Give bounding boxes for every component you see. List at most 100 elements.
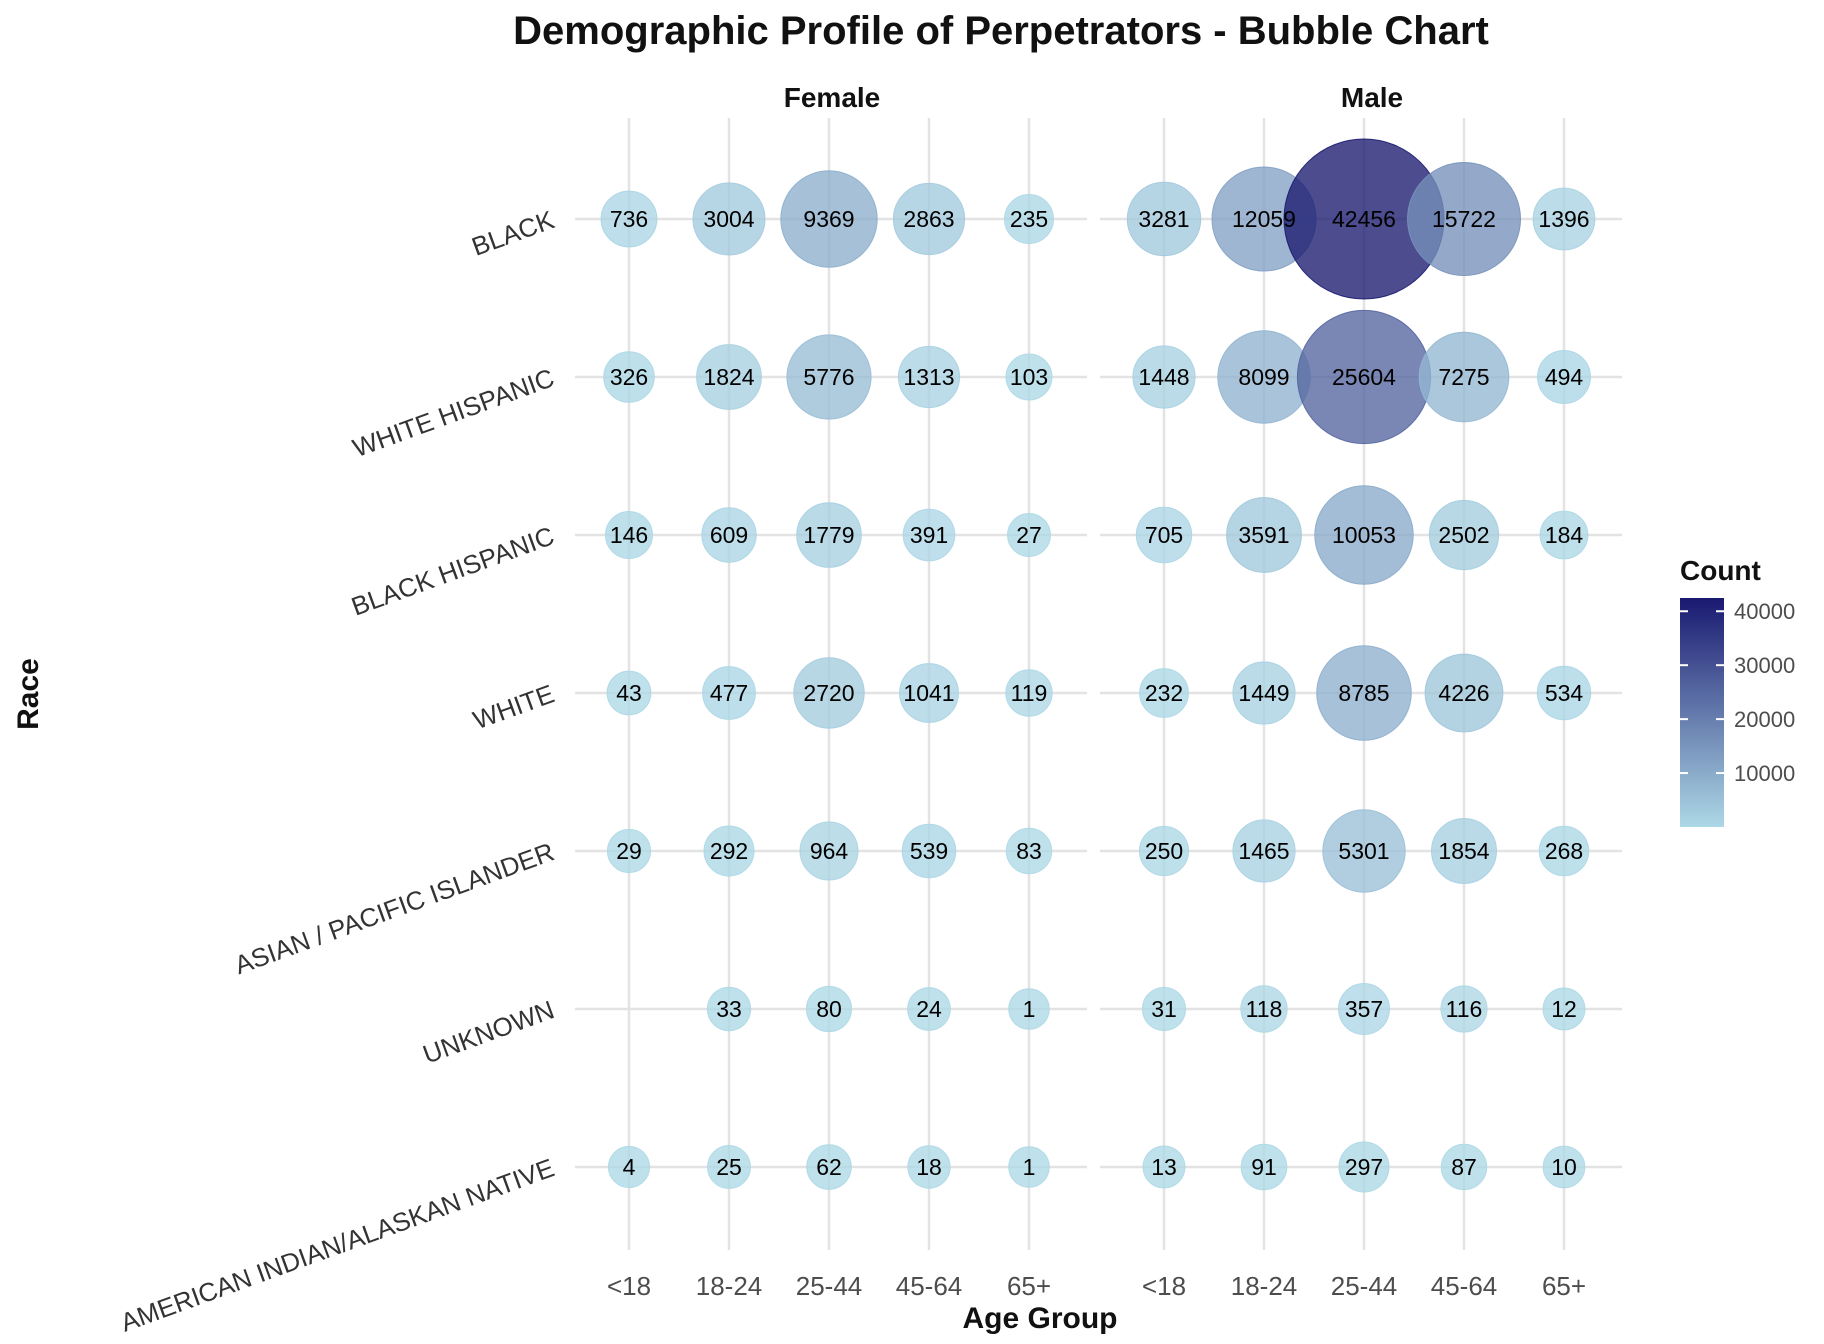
bubble-value-label: 25 bbox=[716, 1154, 742, 1180]
bubble-value-label: 3591 bbox=[1238, 522, 1289, 548]
bubble-value-label: 494 bbox=[1545, 364, 1584, 390]
bubble-value-label: 9369 bbox=[803, 206, 854, 232]
bubble-male bbox=[1226, 497, 1302, 573]
bubble-female bbox=[796, 502, 862, 568]
legend-tick-label: 30000 bbox=[1734, 653, 1795, 678]
bubble-value-label: 609 bbox=[710, 522, 748, 548]
bubble-value-label: 8099 bbox=[1238, 364, 1289, 390]
y-tick-label: BLACK bbox=[468, 204, 559, 262]
bubble-value-label: 4226 bbox=[1438, 680, 1489, 706]
bubble-value-label: 116 bbox=[1446, 996, 1483, 1022]
bubble-male bbox=[1240, 1143, 1288, 1191]
bubble-male bbox=[1428, 499, 1500, 571]
bubble-value-label: 2720 bbox=[803, 680, 854, 706]
bubble-value-label: 477 bbox=[710, 680, 748, 706]
bubble-female bbox=[786, 334, 872, 420]
bubble-value-label: 7275 bbox=[1438, 364, 1489, 390]
bubble-value-label: 1041 bbox=[903, 680, 954, 706]
legend-tick-label: 40000 bbox=[1734, 599, 1795, 624]
bubble-value-label: 25604 bbox=[1332, 364, 1396, 390]
bubble-value-label: 18 bbox=[916, 1154, 942, 1180]
x-axis-title: Age Group bbox=[963, 1302, 1118, 1335]
bubble-female bbox=[1005, 827, 1053, 875]
x-tick-label: 65+ bbox=[1542, 1271, 1586, 1301]
bubble-value-label: 62 bbox=[816, 1154, 842, 1180]
bubble-value-label: 43 bbox=[616, 680, 642, 706]
bubble-value-label: 964 bbox=[810, 838, 849, 864]
bubble-value-label: 705 bbox=[1145, 522, 1183, 548]
bubble-male bbox=[1138, 825, 1190, 877]
facet-label-male: Male bbox=[1341, 82, 1403, 113]
bubble-male bbox=[1132, 345, 1196, 409]
bubble-female bbox=[606, 670, 652, 716]
bubble-female bbox=[706, 986, 752, 1032]
bubble-value-label: 12 bbox=[1551, 996, 1577, 1022]
legend-title: Count bbox=[1680, 555, 1761, 586]
bubble-female bbox=[1008, 988, 1050, 1030]
bubble-male bbox=[1142, 1145, 1186, 1189]
bubble-male bbox=[1440, 1143, 1488, 1191]
bubble-female bbox=[707, 1145, 751, 1189]
bubble-value-label: 1 bbox=[1023, 996, 1036, 1022]
color-legend: Count 10000 20000 30000 40000 bbox=[1680, 555, 1795, 827]
bubble-male bbox=[1135, 506, 1193, 564]
bubble-value-label: 29 bbox=[616, 838, 642, 864]
bubble-female bbox=[703, 825, 755, 877]
legend-colorbar bbox=[1680, 598, 1724, 827]
bubble-value-label: 297 bbox=[1345, 1154, 1383, 1180]
x-tick-label: 65+ bbox=[1007, 1271, 1051, 1301]
bubble-female bbox=[892, 182, 966, 256]
chart-title: Demographic Profile of Perpetrators - Bu… bbox=[513, 9, 1489, 53]
x-tick-label: 18-24 bbox=[696, 1271, 763, 1301]
bubble-male bbox=[1232, 661, 1296, 725]
bubble-value-label: 534 bbox=[1545, 680, 1584, 706]
bubble-value-label: 268 bbox=[1545, 838, 1583, 864]
bubble-male bbox=[1424, 653, 1504, 733]
x-tick-label: <18 bbox=[1142, 1271, 1186, 1301]
bubbles bbox=[600, 138, 1596, 1193]
x-tick-label: 25-44 bbox=[796, 1271, 863, 1301]
bubble-value-label: 33 bbox=[716, 996, 742, 1022]
bubble-value-label: 1465 bbox=[1238, 838, 1289, 864]
bubble-female bbox=[701, 507, 757, 563]
bubble-value-label: 1396 bbox=[1538, 206, 1589, 232]
bubble-value-label: 1779 bbox=[803, 522, 854, 548]
y-axis-ticks: BLACK WHITE HISPANIC BLACK HISPANIC WHITE AS… bbox=[117, 204, 559, 1337]
bubble-value-label: 8785 bbox=[1338, 680, 1389, 706]
bubble-value-label: 292 bbox=[710, 838, 748, 864]
bubble-value-label: 3004 bbox=[703, 206, 754, 232]
bubble-value-label: 1824 bbox=[703, 364, 754, 390]
bubble-male bbox=[1232, 819, 1296, 883]
y-tick-label: UNKNOWN bbox=[419, 994, 558, 1069]
bubble-value-label: 1449 bbox=[1238, 680, 1289, 706]
bubble-female bbox=[696, 344, 762, 410]
bubble-value-label: 10 bbox=[1551, 1154, 1577, 1180]
bubble-male bbox=[1240, 985, 1288, 1033]
bubble-value-label: 87 bbox=[1451, 1154, 1477, 1180]
bubble-male bbox=[1440, 985, 1488, 1033]
x-tick-label: <18 bbox=[607, 1271, 651, 1301]
bubble-male bbox=[1338, 983, 1390, 1035]
bubble-male bbox=[1431, 818, 1497, 884]
bubble-value-label: 31 bbox=[1151, 996, 1177, 1022]
bubble-value-label: 27 bbox=[1016, 522, 1042, 548]
bubble-value-label: 250 bbox=[1145, 838, 1183, 864]
bubble-female bbox=[907, 987, 951, 1031]
bubble-value-label: 10053 bbox=[1332, 522, 1396, 548]
bubble-female bbox=[605, 511, 653, 559]
bubble-value-label: 1448 bbox=[1138, 364, 1189, 390]
bubble-value-label: 1313 bbox=[903, 364, 954, 390]
legend-tick-label: 10000 bbox=[1734, 761, 1795, 786]
bubble-male bbox=[1314, 485, 1414, 585]
bubble-female bbox=[607, 1145, 651, 1189]
bubble-value-label: 5776 bbox=[803, 364, 854, 390]
bubble-value-label: 4 bbox=[623, 1154, 636, 1180]
bubble-value-label: 3281 bbox=[1138, 206, 1189, 232]
bubble-value-label: 1 bbox=[1023, 1154, 1036, 1180]
bubble-female bbox=[606, 828, 652, 874]
bubble-value-label: 391 bbox=[910, 522, 948, 548]
bubble-value-label: 184 bbox=[1545, 522, 1584, 548]
bubble-female bbox=[901, 823, 957, 879]
bubble-male bbox=[1537, 350, 1591, 404]
